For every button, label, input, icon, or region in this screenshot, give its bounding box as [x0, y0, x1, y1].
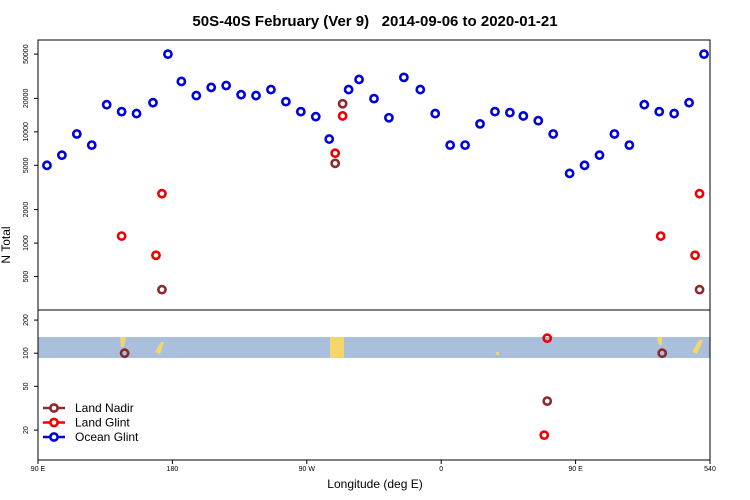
point: [157, 284, 167, 295]
point: [337, 111, 348, 121]
point: [475, 118, 485, 129]
legend-marker: [49, 417, 59, 428]
point: [330, 158, 341, 169]
point: [148, 97, 158, 108]
plot-frame: [37, 39, 711, 461]
point: [119, 348, 130, 359]
y-axis-label: N Total: [0, 226, 13, 263]
point: [206, 82, 217, 93]
point: [324, 134, 335, 144]
point: [116, 231, 127, 241]
point: [221, 80, 232, 91]
point: [42, 160, 52, 171]
point: [542, 333, 553, 344]
point: [460, 140, 470, 151]
point: [684, 97, 694, 108]
x-tick-label: 180: [167, 466, 179, 473]
point: [266, 84, 276, 95]
point: [579, 160, 590, 171]
y-tick-label: 50000: [23, 44, 30, 64]
point: [518, 111, 529, 121]
point: [669, 108, 680, 119]
point: [176, 76, 187, 87]
point: [157, 188, 167, 199]
point: [624, 140, 635, 151]
point: [384, 112, 394, 123]
point: [191, 90, 202, 101]
legend-marker: [49, 403, 59, 413]
point: [490, 106, 500, 117]
legend-label: Ocean Glint: [75, 430, 139, 444]
point: [639, 99, 650, 110]
point: [398, 72, 409, 83]
point: [699, 49, 709, 60]
point: [251, 90, 261, 101]
point: [542, 396, 553, 407]
point: [694, 284, 705, 295]
point: [330, 148, 341, 159]
point: [657, 348, 668, 359]
point: [655, 231, 666, 241]
y-tick-label: 2000: [23, 202, 30, 218]
point: [310, 111, 321, 122]
point: [236, 89, 246, 100]
point: [504, 107, 515, 118]
x-tick-label: 540: [704, 466, 716, 473]
legend-label: Land Glint: [75, 416, 130, 430]
point: [609, 129, 620, 139]
point: [548, 129, 559, 139]
point: [694, 188, 705, 199]
point: [131, 108, 142, 119]
point: [337, 98, 348, 109]
point: [116, 106, 127, 117]
chart-title: 50S-40S February (Ver 9) 2014-09-06 to 2…: [192, 13, 557, 30]
point: [101, 99, 112, 110]
y-tick-label: 20: [23, 426, 30, 434]
point: [654, 106, 665, 117]
legend-label: Land Nadir: [75, 401, 134, 415]
point: [86, 140, 97, 151]
point: [343, 84, 354, 95]
point: [163, 49, 173, 60]
y-tick-label: 50: [23, 382, 30, 390]
map-strip: [38, 337, 710, 358]
y-tick-label: 500: [23, 271, 30, 283]
x-tick-label: 0: [439, 466, 443, 473]
point: [430, 108, 441, 119]
point: [280, 96, 291, 107]
y-tick-label: 100: [23, 347, 30, 359]
point: [369, 93, 379, 104]
y-tick-label: 1000: [23, 235, 30, 251]
point: [151, 250, 161, 261]
legend-marker: [49, 432, 59, 442]
point: [71, 129, 82, 139]
point: [445, 140, 456, 151]
point: [56, 150, 67, 161]
y-tick-label: 20000: [23, 89, 30, 109]
point: [533, 115, 544, 126]
point: [539, 430, 550, 441]
point: [594, 150, 605, 161]
point: [564, 168, 575, 179]
x-tick-label: 90 W: [299, 466, 316, 473]
point: [690, 250, 700, 261]
point: [354, 74, 364, 85]
x-tick-label: 90 E: [568, 466, 583, 473]
point: [415, 84, 426, 95]
y-tick-label: 10000: [23, 122, 30, 142]
y-tick-label: 200: [23, 314, 30, 326]
x-tick-label: 90 E: [31, 466, 46, 473]
y-tick-label: 5000: [23, 157, 30, 173]
point: [295, 106, 306, 117]
x-axis-label: Longitude (deg E): [327, 477, 422, 491]
